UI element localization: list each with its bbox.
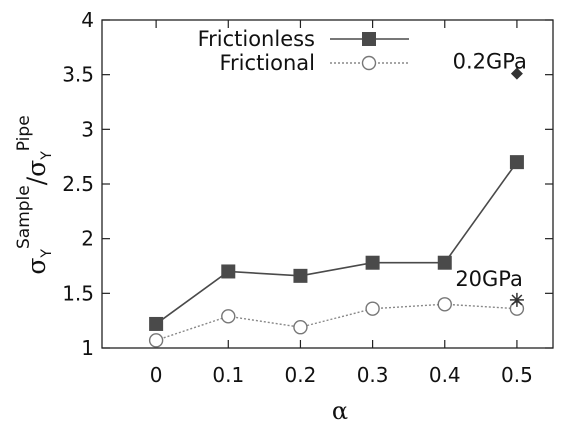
series-line-frictional (155, 303, 517, 342)
x-axis-title: α (332, 397, 348, 425)
y-title-sigma-pipe: σ (22, 160, 51, 177)
y-title-separator: / (22, 176, 51, 185)
x-tick-label: 0.3 (357, 363, 389, 387)
y-tick-label: 3.5 (62, 63, 94, 87)
x-tick-label: 0.2 (285, 363, 317, 387)
legend: Frictionless Frictional (198, 27, 409, 75)
data-point-frictional (148, 333, 164, 348)
data-point-frictional (221, 309, 236, 324)
x-tick-label: 0 (150, 363, 163, 387)
data-point-frictionless (221, 264, 236, 279)
y-title-sub-sample: Y (39, 249, 55, 259)
data-point-frictional (293, 320, 308, 335)
y-tick-label: 1 (81, 336, 94, 360)
y-tick-label: 4 (81, 8, 94, 32)
diamond-marker (510, 67, 523, 80)
data-point-frictionless (437, 255, 452, 270)
x-tick-label: 0.5 (501, 363, 533, 387)
series-layer (148, 155, 525, 348)
data-point-frictionless (293, 268, 308, 283)
legend-label-frictional: Frictional (220, 51, 316, 75)
x-axis-ticks: 0 0.1 0.2 0.3 0.4 0.5 (150, 20, 533, 387)
annotation-label: 0.2GPa (453, 50, 527, 74)
y-tick-label: 2 (81, 227, 94, 251)
y-tick-label: 3 (81, 117, 94, 141)
y-axis-title: σYSample/σYPipe (14, 115, 55, 274)
asterisk-marker (509, 292, 524, 307)
y-axis-ticks: 1 1.5 2 2.5 3 3.5 4 (62, 8, 553, 360)
data-point-frictional (365, 301, 380, 316)
data-point-frictional (437, 297, 452, 312)
x-tick-label: 0.1 (212, 363, 244, 387)
annotation-label: 20GPa (455, 267, 523, 291)
annotation-layer: 0.2GPa 20GPa (453, 50, 527, 307)
y-title-sub-pipe: Y (39, 151, 55, 161)
legend-label-frictionless: Frictionless (198, 27, 315, 51)
data-point-frictionless (365, 255, 380, 270)
y-title-sup-sample: Sample (14, 185, 34, 249)
data-point-frictionless (509, 155, 524, 170)
series-line-frictionless (155, 161, 518, 325)
y-title-sigma-sample: σ (22, 258, 51, 275)
x-tick-label: 0.4 (429, 363, 461, 387)
legend-marker-frictional (361, 55, 377, 71)
y-tick-label: 1.5 (62, 281, 94, 305)
legend-marker-frictionless (362, 32, 376, 46)
y-title-sup-pipe: Pipe (14, 115, 34, 151)
data-point-frictionless (149, 316, 164, 331)
y-tick-label: 2.5 (62, 172, 94, 196)
svg-text:σYSample/σYPipe: σYSample/σYPipe (14, 115, 55, 274)
